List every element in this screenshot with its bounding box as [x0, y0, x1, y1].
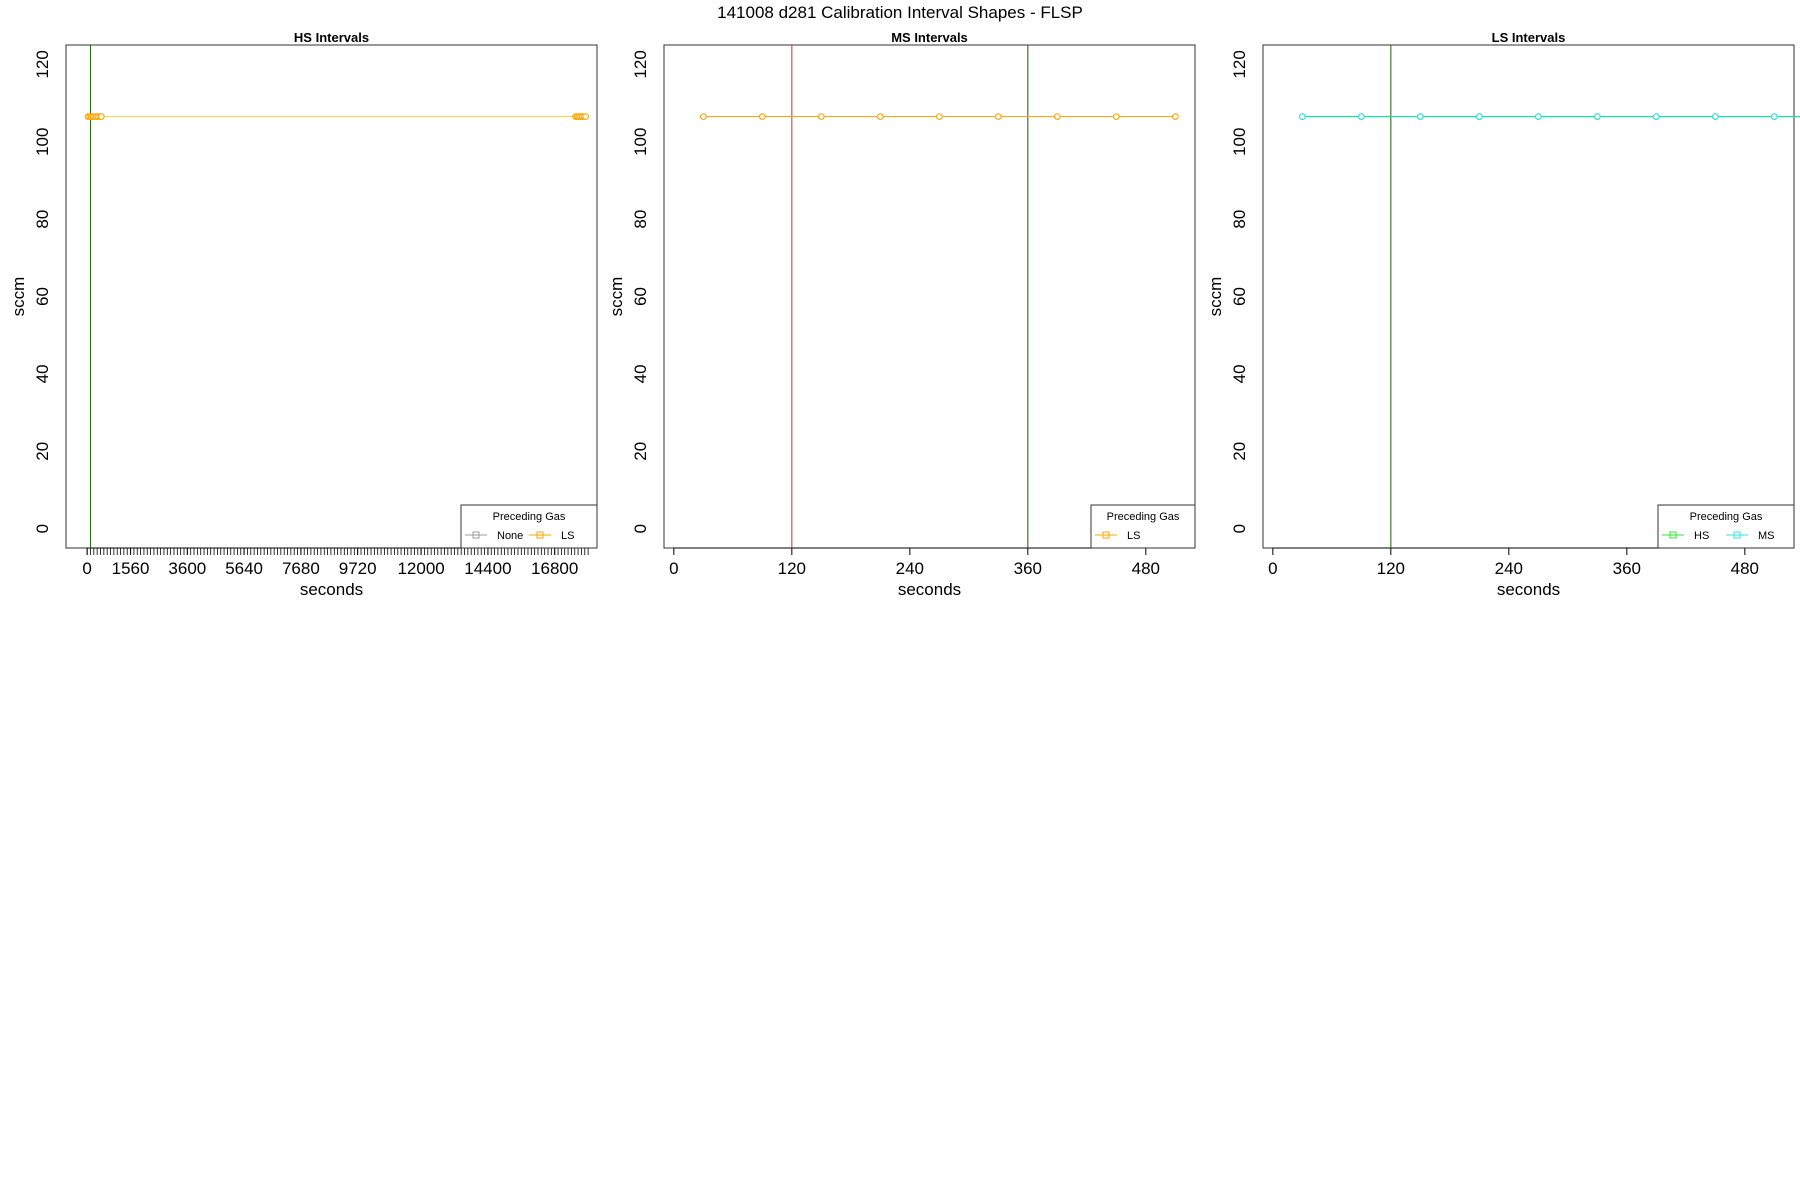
y-axis-label: sccm [607, 277, 626, 317]
x-tick-label: 3600 [168, 559, 206, 578]
data-point [1053, 113, 1061, 120]
y-tick-label: 60 [631, 287, 650, 306]
panel-title: LS Intervals [1492, 30, 1566, 45]
legend-title: Preceding Gas [493, 511, 566, 523]
x-tick-label: 0 [1268, 559, 1277, 578]
y-tick-label: 0 [1230, 524, 1249, 533]
x-tick-label: 360 [1613, 559, 1641, 578]
panel-ms: MS Intervals 0 120 240 360 480 0 20 40 60 80 100 120… [607, 30, 1196, 599]
y-tick-label: 100 [631, 128, 650, 156]
y-tick-label: 40 [1230, 364, 1249, 383]
y-tick-label: 20 [33, 442, 52, 461]
data-point [876, 113, 884, 120]
x-tick-label: 480 [1731, 559, 1759, 578]
y-tick-label: 60 [33, 287, 52, 306]
data-point [1112, 113, 1120, 120]
plot-frame [65, 44, 598, 549]
y-tick-label: 120 [1230, 50, 1249, 78]
data-point [1593, 113, 1601, 120]
x-tick-label: 360 [1014, 559, 1042, 578]
legend-entry-ms: MS [1758, 530, 1775, 542]
legend-entry-ls: LS [561, 530, 574, 542]
data-point [582, 113, 589, 120]
y-tick-label: 0 [33, 524, 52, 533]
data-point [1171, 113, 1179, 120]
x-tick-label: 5640 [225, 559, 263, 578]
x-tick-label: 120 [778, 559, 806, 578]
y-tick-label: 20 [1230, 442, 1249, 461]
legend-box [1657, 504, 1795, 549]
x-tick-label: 0 [82, 559, 91, 578]
data-point [699, 113, 707, 120]
y-tick-label: 100 [1230, 128, 1249, 156]
data-point [97, 113, 105, 120]
y-tick-label: 60 [1230, 287, 1249, 306]
legend-entry-hs: HS [1694, 530, 1709, 542]
y-tick-label: 80 [33, 210, 52, 229]
plot-frame [663, 44, 1196, 549]
data-point [758, 113, 766, 120]
data-point [1652, 113, 1660, 120]
legend-entry-ls: LS [1127, 530, 1140, 542]
legend-title: Preceding Gas [1107, 511, 1180, 523]
x-axis-label: seconds [898, 580, 961, 599]
y-axis-label: sccm [9, 277, 28, 317]
y-tick-label: 100 [33, 128, 52, 156]
panel-title: HS Intervals [294, 30, 369, 45]
panel-title: MS Intervals [891, 30, 968, 45]
y-axis-label: sccm [1206, 277, 1225, 317]
data-point [1416, 113, 1424, 120]
legend: Preceding Gas None LS [460, 504, 598, 549]
y-tick-label: 40 [631, 364, 650, 383]
panel-hs: HS Intervals 0 1560 3600 5640 7680 9720 12000 14… [9, 30, 598, 599]
y-tick-label: 120 [33, 50, 52, 78]
y-tick-label: 120 [631, 50, 650, 78]
legend-swatch-marker [1669, 531, 1677, 539]
data-point [1357, 113, 1365, 120]
y-tick-label: 20 [631, 442, 650, 461]
x-tick-label: 0 [669, 559, 678, 578]
legend-title: Preceding Gas [1690, 511, 1763, 523]
plot-frame [1262, 44, 1795, 549]
x-axis-label: seconds [1497, 580, 1560, 599]
data-point [1770, 113, 1778, 120]
x-axis-label: seconds [300, 580, 363, 599]
legend-swatch-marker [472, 531, 480, 539]
legend-swatch-marker [536, 531, 544, 539]
figure-title: 141008 d281 Calibration Interval Shapes … [717, 3, 1083, 22]
x-tick-label: 240 [896, 559, 924, 578]
legend-box [1090, 504, 1196, 549]
data-point [817, 113, 825, 120]
y-tick-label: 80 [631, 210, 650, 229]
data-point [994, 113, 1002, 120]
data-point [1475, 113, 1483, 120]
panel-ls: LS Intervals 0 120 240 360 480 0 20 40 60 80 100 120… [1206, 30, 1800, 599]
x-tick-label: 240 [1495, 559, 1523, 578]
x-tick-label: 12000 [397, 559, 444, 578]
legend: Preceding Gas HS MS [1657, 504, 1795, 549]
y-tick-label: 40 [33, 364, 52, 383]
x-tick-label: 9720 [339, 559, 377, 578]
data-point [1298, 113, 1306, 120]
data-point [1711, 113, 1719, 120]
x-tick-label: 7680 [282, 559, 320, 578]
legend-swatch-marker [1102, 531, 1110, 539]
y-tick-label: 80 [1230, 210, 1249, 229]
data-point [1534, 113, 1542, 120]
x-tick-label: 14400 [464, 559, 511, 578]
x-tick-label: 16800 [531, 559, 578, 578]
legend-swatch-marker [1733, 531, 1741, 539]
x-tick-label: 1560 [112, 559, 150, 578]
data-point [935, 113, 943, 120]
legend: Preceding Gas LS [1090, 504, 1196, 549]
legend-entry-none: None [497, 530, 523, 542]
legend-box [460, 504, 598, 549]
x-tick-label: 480 [1132, 559, 1160, 578]
y-tick-label: 0 [631, 524, 650, 533]
x-tick-label: 120 [1377, 559, 1405, 578]
